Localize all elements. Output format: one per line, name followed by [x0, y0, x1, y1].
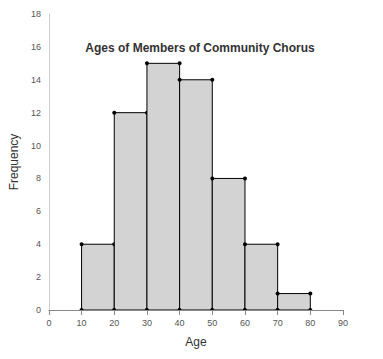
svg-text:8: 8	[36, 173, 41, 183]
svg-text:10: 10	[31, 141, 41, 151]
svg-text:80: 80	[305, 318, 315, 328]
svg-text:2: 2	[36, 272, 41, 282]
svg-text:70: 70	[273, 318, 283, 328]
svg-text:30: 30	[142, 318, 152, 328]
svg-text:14: 14	[31, 75, 41, 85]
svg-text:18: 18	[31, 9, 41, 19]
svg-text:0: 0	[36, 305, 41, 315]
svg-text:60: 60	[240, 318, 250, 328]
svg-text:16: 16	[31, 42, 41, 52]
svg-text:0: 0	[46, 318, 51, 328]
svg-text:10: 10	[77, 318, 87, 328]
svg-text:20: 20	[109, 318, 119, 328]
svg-text:50: 50	[207, 318, 217, 328]
svg-text:6: 6	[36, 206, 41, 216]
svg-text:Ages of Members of Community C: Ages of Members of Community Chorus	[85, 41, 315, 55]
svg-text:Frequency: Frequency	[7, 134, 21, 191]
svg-text:90: 90	[338, 318, 348, 328]
svg-text:4: 4	[36, 239, 41, 249]
svg-text:Age: Age	[185, 335, 207, 349]
svg-text:12: 12	[31, 108, 41, 118]
svg-text:40: 40	[175, 318, 185, 328]
